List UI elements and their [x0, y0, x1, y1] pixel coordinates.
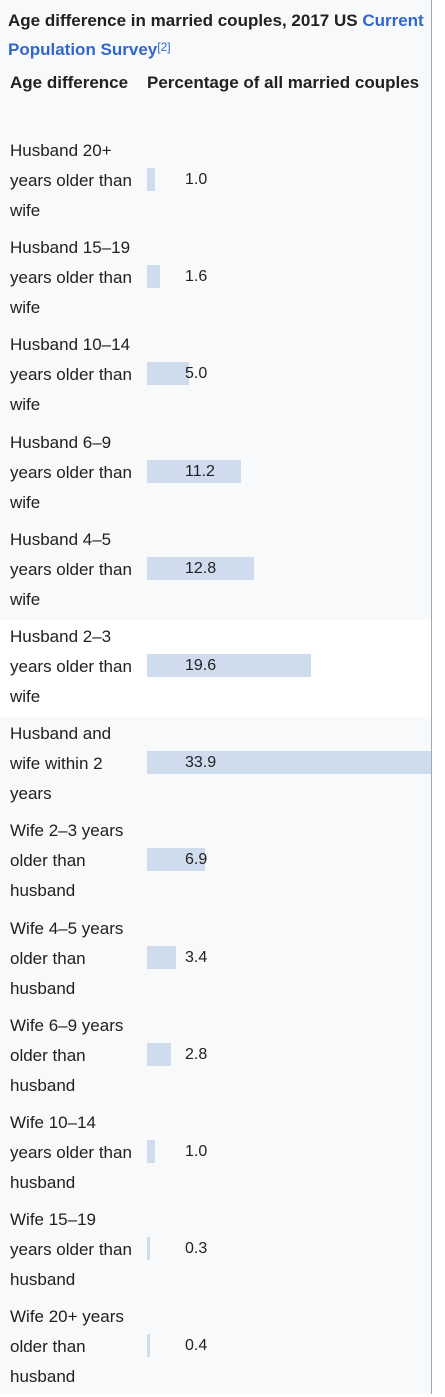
data-label: 1.0 [185, 171, 208, 188]
caption-title: Age difference in married couples, 2017 … [8, 11, 358, 30]
data-label: 12.8 [185, 559, 217, 577]
table-row: Husband and wife within 2 years 33.9 [0, 717, 431, 814]
age-difference-table: Age difference in married couples, 2017 … [0, 0, 432, 1397]
reference-link[interactable]: [2] [157, 40, 171, 54]
bar [147, 168, 156, 191]
category-label: Husband 4–5 years older than wife [10, 529, 132, 609]
category-label: Wife 2–3 years older than husband [10, 821, 124, 901]
table-row: Wife 15–19 years older than husband 0.3 [0, 1203, 431, 1300]
bar [147, 556, 255, 580]
table-row: Wife 4–5 years older than husband 3.4 [0, 912, 431, 1009]
table-row: Husband 15–19 years older than wife 1.6 [0, 231, 431, 328]
data-label: 5.0 [185, 365, 208, 383]
bar [147, 1139, 156, 1163]
data-label: 1.0 [185, 1142, 208, 1160]
table-row: Wife 2–3 years older than husband 6.9 [0, 814, 431, 911]
table-caption: Age difference in married couples, 2017 … [8, 6, 428, 64]
header-age-difference: Age difference [10, 73, 129, 92]
bar [147, 265, 161, 289]
bar [147, 362, 189, 386]
table-row: Wife 6–9 years older than husband 2.8 [0, 1009, 431, 1106]
category-label: Husband 10–14 years older than wife [10, 335, 132, 415]
category-label: Husband 15–19 years older than wife [10, 238, 132, 318]
data-label: 19.6 [185, 656, 217, 674]
table-row: Husband 2–3 years older than wife 19.6 [0, 619, 431, 718]
category-label: Husband and wife within 2 years [10, 724, 112, 804]
header-percentage: Percentage of all married couples [147, 73, 420, 92]
table-row: Husband 20+ years older than wife 1.0 [0, 134, 431, 231]
data-label: 33.9 [185, 754, 217, 772]
bar [147, 653, 312, 677]
bar [147, 459, 241, 483]
category-label: Husband 6–9 years older than wife [10, 432, 132, 512]
bar [147, 751, 431, 775]
table-row: Husband 6–9 years older than wife 11.2 [0, 426, 431, 523]
table-row: Wife 10–14 years older than husband 1.0 [0, 1106, 431, 1203]
table-row: Husband 10–14 years older than wife 5.0 [0, 328, 431, 425]
category-label: Wife 20+ years older than husband [10, 1307, 124, 1387]
category-label: Husband 20+ years older than wife [10, 141, 132, 220]
category-label: Husband 2–3 years older than wife [10, 626, 132, 706]
category-label: Wife 10–14 years older than husband [10, 1112, 132, 1192]
table-body: Husband 20+ years older than wife 1.0 Husb… [0, 134, 431, 1397]
cps-link[interactable]: Current Population Survey [8, 11, 424, 59]
data-label: 2.8 [185, 1045, 208, 1063]
data-label: 11.2 [185, 462, 215, 480]
bar [147, 1237, 150, 1261]
bar [147, 1334, 151, 1358]
category-label: Wife 4–5 years older than husband [10, 918, 124, 998]
bar [147, 1042, 171, 1066]
data-label: 1.6 [185, 268, 208, 286]
category-label: Wife 6–9 years older than husband [10, 1015, 124, 1095]
table-row: Wife 20+ years older than husband 0.4 [0, 1300, 431, 1397]
data-label: 3.4 [185, 948, 208, 966]
bar [147, 848, 205, 872]
table-row: Husband 4–5 years older than wife 12.8 [0, 523, 431, 620]
data-label: 0.4 [185, 1337, 208, 1355]
category-label: Wife 15–19 years older than husband [10, 1210, 132, 1290]
data-label: 6.9 [185, 851, 208, 869]
bar [147, 945, 176, 969]
data-label: 0.3 [185, 1240, 208, 1258]
